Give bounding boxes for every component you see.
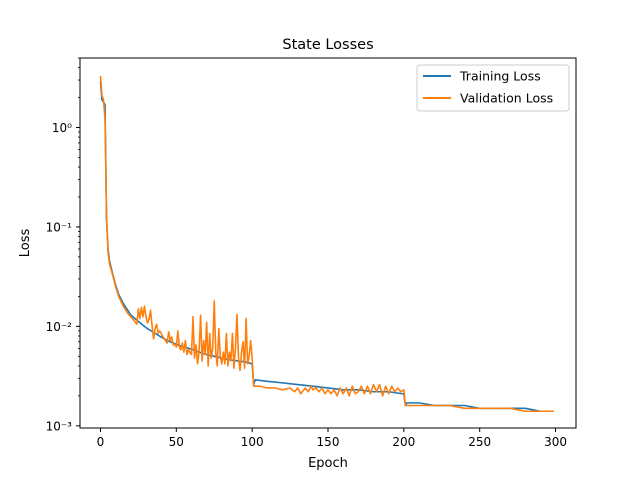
x-tick-label: 250 bbox=[468, 435, 491, 449]
x-tick-label: 50 bbox=[169, 435, 184, 449]
validation-loss-line bbox=[99, 75, 555, 413]
legend: Training Loss Validation Loss bbox=[416, 64, 570, 112]
series-layer bbox=[99, 75, 555, 413]
y-axis-label: Loss bbox=[18, 229, 33, 258]
x-axis-ticks: 0 50 100 150 200 250 300 bbox=[97, 428, 567, 449]
x-tick-label: 300 bbox=[544, 435, 567, 449]
y-tick-label: 10⁻² bbox=[46, 320, 73, 334]
plot-frame bbox=[79, 57, 577, 429]
x-tick-label: 150 bbox=[317, 435, 340, 449]
y-tick-label: 10⁻³ bbox=[46, 419, 73, 433]
legend-box bbox=[416, 64, 570, 112]
y-tick-label: 10⁻¹ bbox=[46, 220, 73, 234]
x-axis-label: Epoch bbox=[308, 456, 348, 471]
x-tick-label: 0 bbox=[97, 435, 105, 449]
legend-label-training: Training Loss bbox=[459, 69, 541, 84]
chart-title: State Losses bbox=[282, 37, 373, 53]
legend-label-validation: Validation Loss bbox=[460, 91, 553, 106]
y-tick-label: 10⁰ bbox=[52, 121, 72, 135]
x-tick-label: 100 bbox=[241, 435, 264, 449]
y-axis-ticks: 10⁻³ 10⁻² 10⁻¹ 10⁰ bbox=[46, 57, 80, 433]
x-tick-label: 200 bbox=[392, 435, 415, 449]
